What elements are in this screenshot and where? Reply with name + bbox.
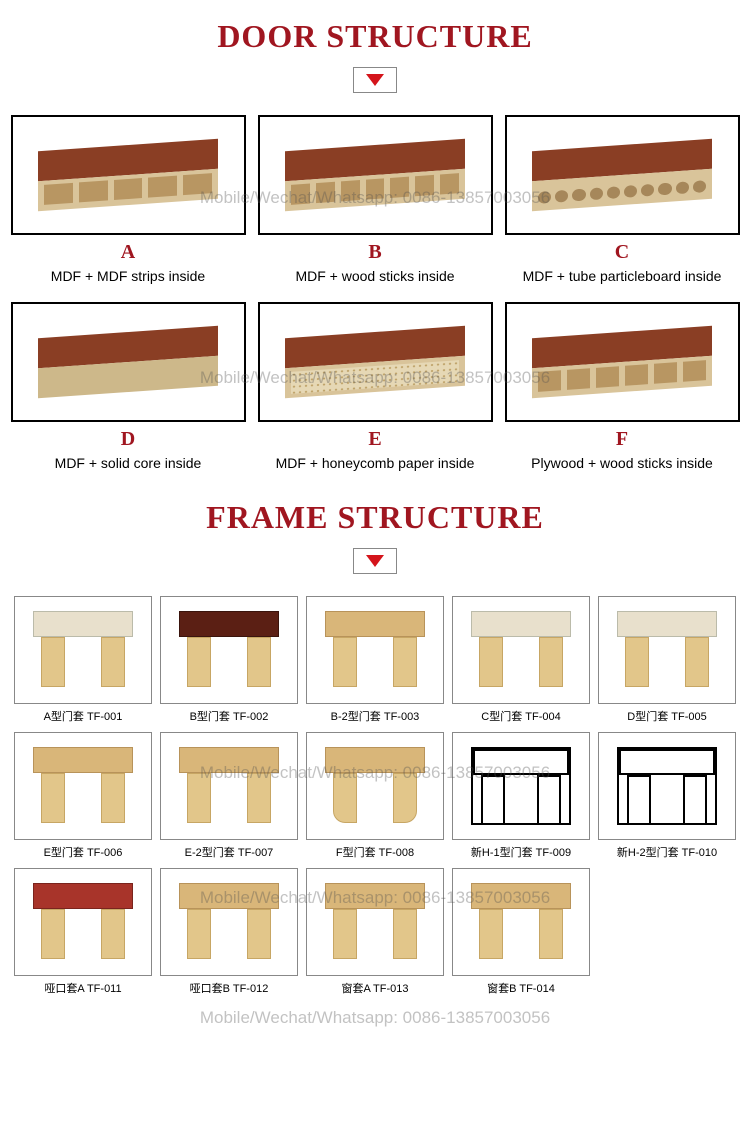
frame-card: 新H-1型门套 TF-009 xyxy=(452,732,590,860)
door-letter: C xyxy=(505,241,740,264)
frame-label: F型门套 TF-008 xyxy=(306,844,444,860)
door-desc: MDF + solid core inside xyxy=(11,455,246,471)
chevron-down-icon xyxy=(366,74,384,86)
frame-image xyxy=(598,732,736,840)
frame-label: 新H-1型门套 TF-009 xyxy=(452,844,590,860)
door-letter: D xyxy=(11,428,246,451)
frame-label: C型门套 TF-004 xyxy=(452,708,590,724)
frame-structure-grid: A型门套 TF-001 B型门套 TF-002 B-2型门套 TF-003 C型门套 … xyxy=(0,596,750,1026)
door-desc: MDF + wood sticks inside xyxy=(258,268,493,284)
frame-image xyxy=(306,732,444,840)
door-card: D MDF + solid core inside xyxy=(11,302,246,481)
door-desc: MDF + tube particleboard inside xyxy=(505,268,740,284)
frame-label: E型门套 TF-006 xyxy=(14,844,152,860)
frame-card: F型门套 TF-008 xyxy=(306,732,444,860)
frame-image xyxy=(306,596,444,704)
frame-card: 窗套A TF-013 xyxy=(306,868,444,996)
frame-label: D型门套 TF-005 xyxy=(598,708,736,724)
door-letter: F xyxy=(505,428,740,451)
door-letter: B xyxy=(258,241,493,264)
door-image-a xyxy=(11,115,246,235)
frame-card: B型门套 TF-002 xyxy=(160,596,298,724)
frame-label: 哑口套A TF-011 xyxy=(14,980,152,996)
door-image-b xyxy=(258,115,493,235)
door-card: C MDF + tube particleboard inside xyxy=(505,115,740,294)
door-image-c xyxy=(505,115,740,235)
door-desc: MDF + honeycomb paper inside xyxy=(258,455,493,471)
frame-label: A型门套 TF-001 xyxy=(14,708,152,724)
frame-image xyxy=(14,868,152,976)
frame-arrow-decorator xyxy=(353,548,397,574)
door-image-e xyxy=(258,302,493,422)
frame-label: 窗套B TF-014 xyxy=(452,980,590,996)
frame-card: E-2型门套 TF-007 xyxy=(160,732,298,860)
door-desc: MDF + MDF strips inside xyxy=(11,268,246,284)
frame-section-title: FRAME STRUCTURE xyxy=(0,499,750,536)
frame-image xyxy=(452,868,590,976)
door-card: E MDF + honeycomb paper inside xyxy=(258,302,493,481)
frame-image xyxy=(306,868,444,976)
frame-card: 新H-2型门套 TF-010 xyxy=(598,732,736,860)
door-letter: E xyxy=(258,428,493,451)
frame-card: E型门套 TF-006 xyxy=(14,732,152,860)
frame-label: 窗套A TF-013 xyxy=(306,980,444,996)
frame-card: D型门套 TF-005 xyxy=(598,596,736,724)
frame-image xyxy=(452,732,590,840)
frame-card: B-2型门套 TF-003 xyxy=(306,596,444,724)
frame-image xyxy=(160,596,298,704)
frame-label: E-2型门套 TF-007 xyxy=(160,844,298,860)
frame-card: 哑口套B TF-012 xyxy=(160,868,298,996)
frame-label: 哑口套B TF-012 xyxy=(160,980,298,996)
door-section-title: DOOR STRUCTURE xyxy=(0,18,750,55)
door-card: B MDF + wood sticks inside xyxy=(258,115,493,294)
door-arrow-decorator xyxy=(353,67,397,93)
frame-image xyxy=(14,596,152,704)
frame-card: 窗套B TF-014 xyxy=(452,868,590,996)
frame-label: B-2型门套 TF-003 xyxy=(306,708,444,724)
frame-label: 新H-2型门套 TF-010 xyxy=(598,844,736,860)
frame-image xyxy=(160,732,298,840)
frame-card: 哑口套A TF-011 xyxy=(14,868,152,996)
frame-image xyxy=(160,868,298,976)
door-desc: Plywood + wood sticks inside xyxy=(505,455,740,471)
frame-image xyxy=(452,596,590,704)
door-image-d xyxy=(11,302,246,422)
door-card: F Plywood + wood sticks inside xyxy=(505,302,740,481)
frame-card: A型门套 TF-001 xyxy=(14,596,152,724)
door-image-f xyxy=(505,302,740,422)
frame-label: B型门套 TF-002 xyxy=(160,708,298,724)
door-structure-grid: A MDF + MDF strips inside B MDF + wood s… xyxy=(0,115,750,481)
frame-image xyxy=(14,732,152,840)
door-letter: A xyxy=(11,241,246,264)
frame-card: C型门套 TF-004 xyxy=(452,596,590,724)
frame-image xyxy=(598,596,736,704)
chevron-down-icon xyxy=(366,555,384,567)
door-card: A MDF + MDF strips inside xyxy=(11,115,246,294)
